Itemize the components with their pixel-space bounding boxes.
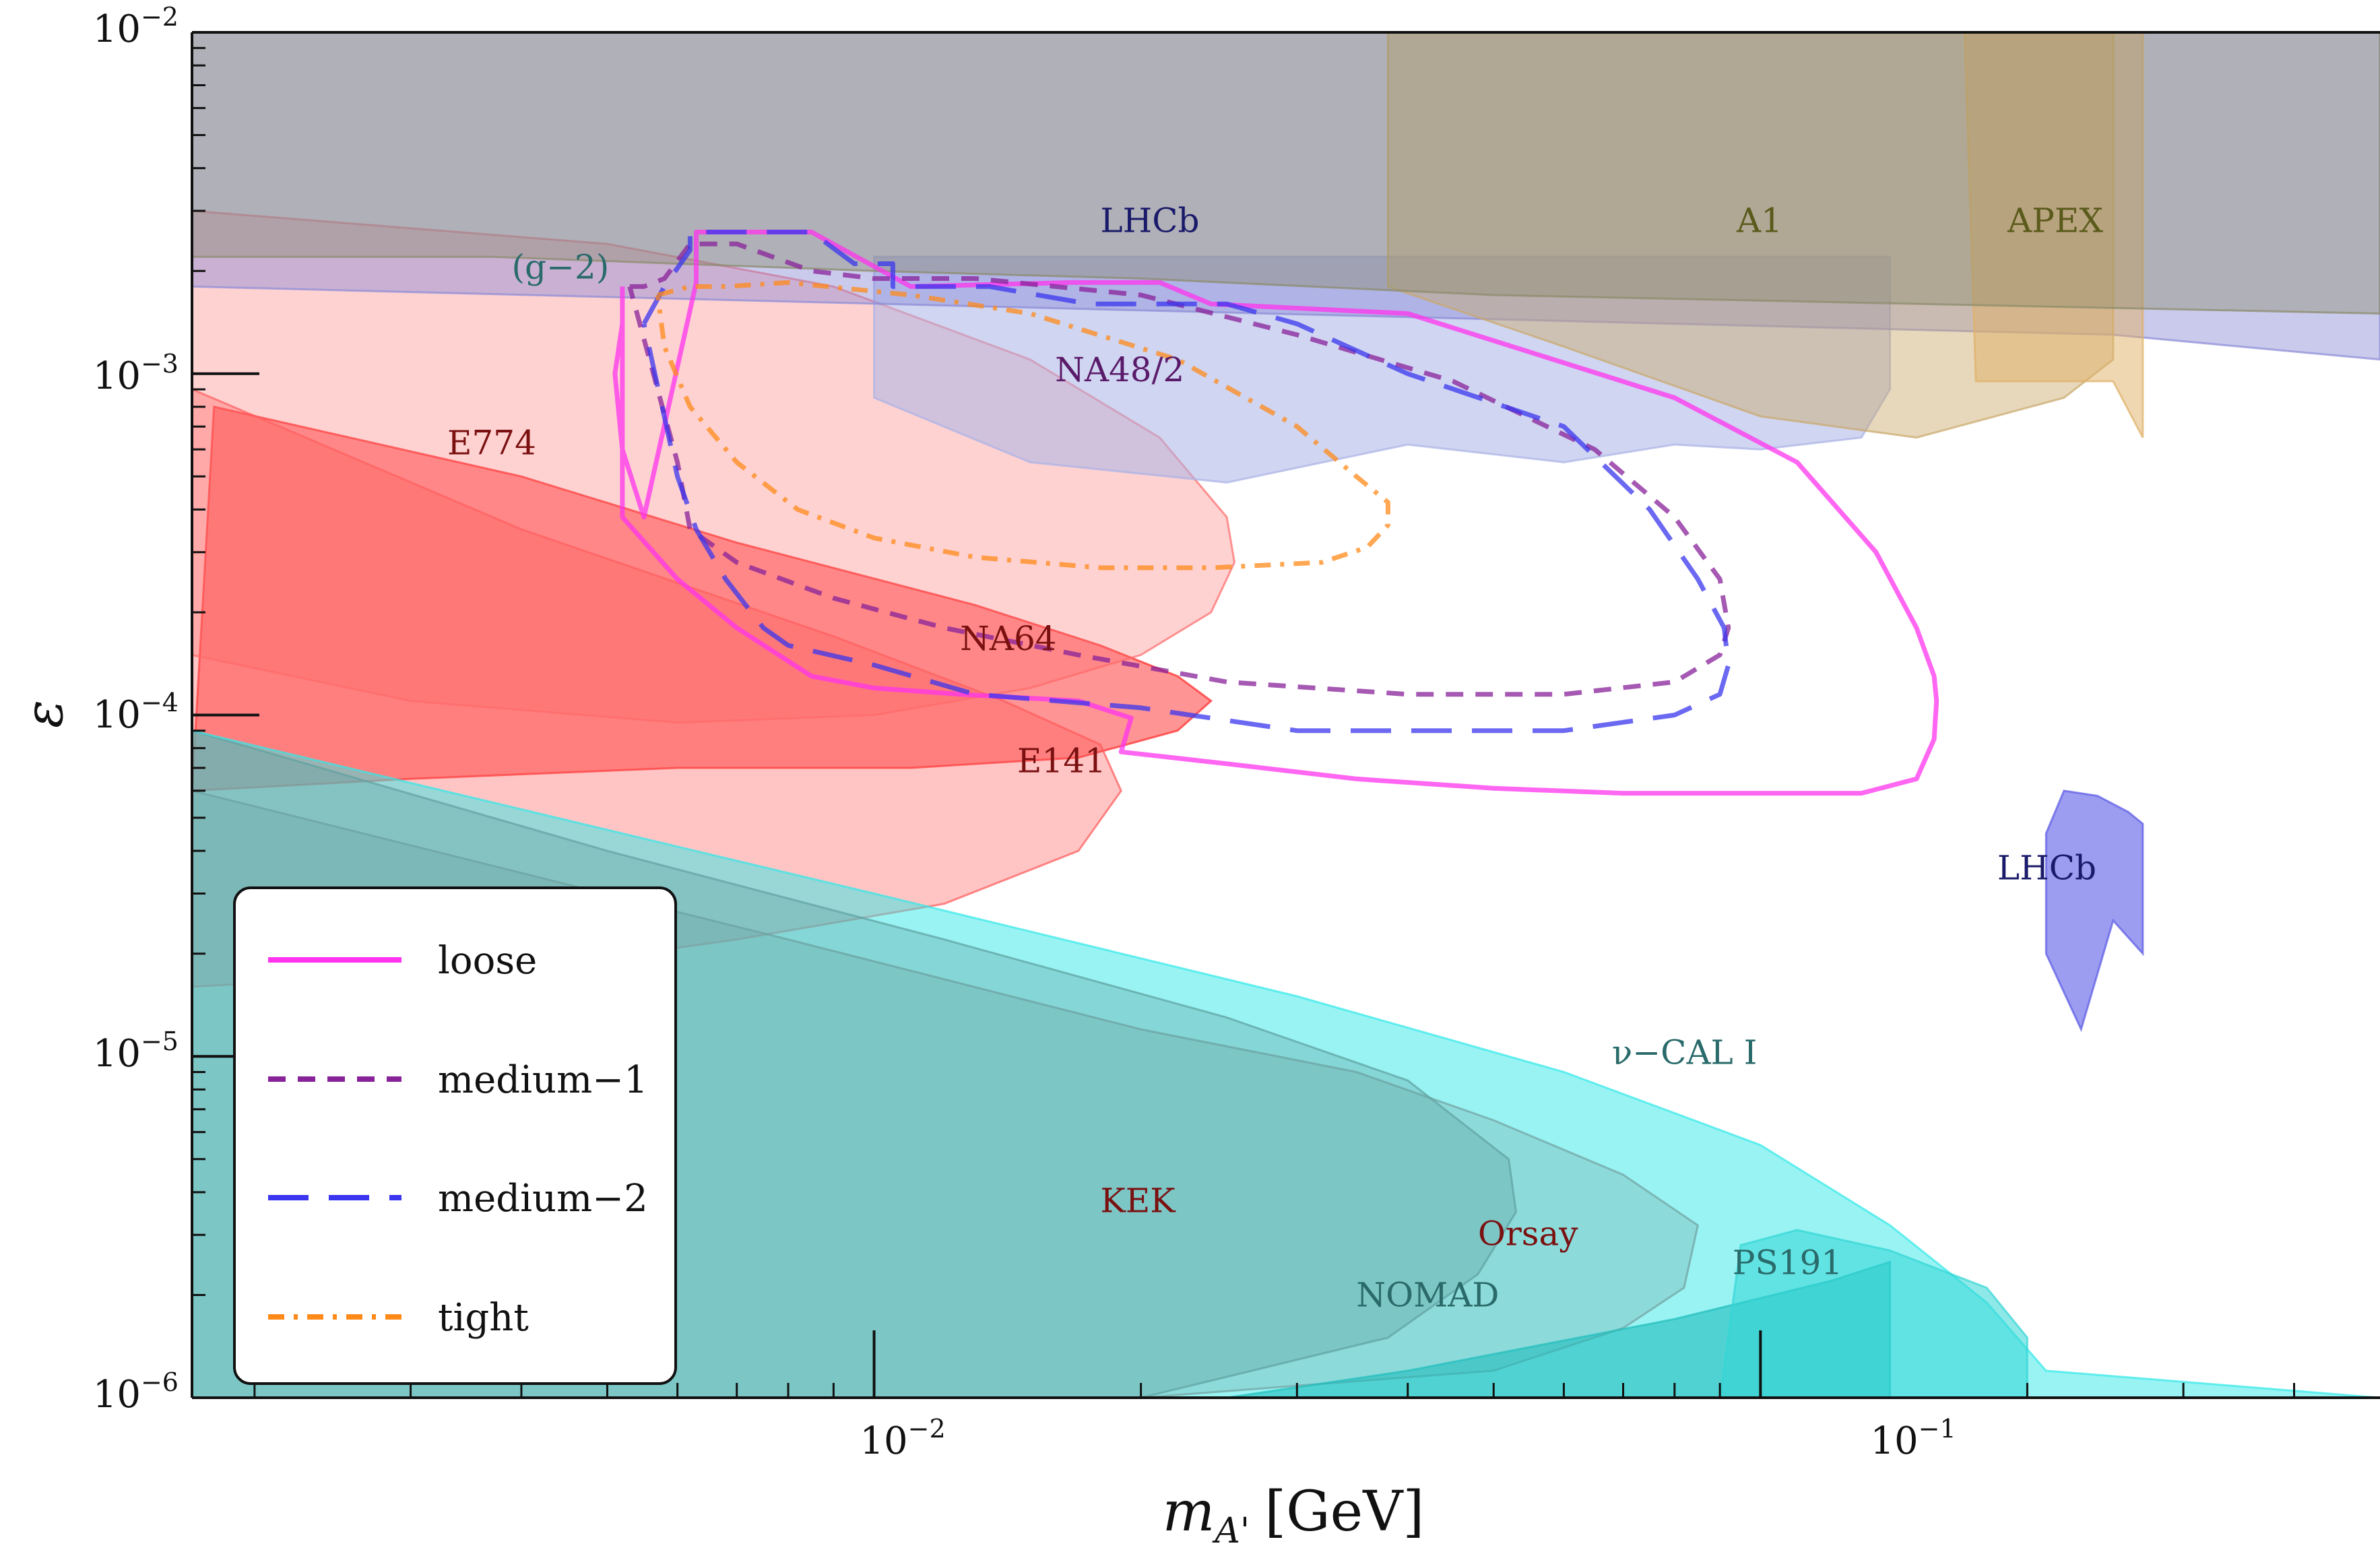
- legend-label-tight: tight: [438, 1296, 529, 1340]
- region-label-lhcb-13: LHCb: [1997, 849, 2096, 888]
- contour-medium-1: [627, 241, 1731, 697]
- legend-label-medium-2: medium−2: [438, 1177, 648, 1221]
- region-label-g-2-12: (g−2): [512, 248, 610, 287]
- x-tick-label-1: 10−2: [860, 1414, 945, 1463]
- legend-label-medium-1: medium−1: [438, 1058, 648, 1102]
- region-apex-11: [1963, 32, 2144, 439]
- region-label-a1-10: A1: [1736, 201, 1782, 240]
- region-label-nomad-6: NOMAD: [1356, 1276, 1499, 1315]
- contour-loose: [612, 230, 1939, 796]
- contour-medium-2: [641, 230, 1731, 734]
- y-tick-label-4: 10−5: [93, 1027, 179, 1076]
- region-lhcb-13: [2045, 789, 2144, 1033]
- contour-tight: [655, 280, 1390, 571]
- region-label-na48-2-8: NA48/2: [1055, 350, 1184, 389]
- region-label-na64-2: NA64: [960, 619, 1056, 658]
- sensitivity-contours: [612, 230, 1939, 796]
- region-label-e774-0: E774: [447, 424, 536, 463]
- legend-box: [233, 886, 677, 1385]
- region-label-e141-1: E141: [1017, 741, 1106, 780]
- region-na48-2-8: [873, 255, 1892, 484]
- y-axis-title: ε: [14, 700, 75, 728]
- legend: loose medium−1 medium−2 tight: [233, 886, 677, 1385]
- x-axis-title: mA' [GeV]: [1163, 1480, 1425, 1551]
- legend-label-loose: loose: [438, 939, 537, 983]
- y-tick-label-1: 10−2: [93, 2, 179, 51]
- region-a1-10: [1386, 32, 2115, 439]
- region-cal-i-5: [192, 730, 2380, 1398]
- region-lhcb-9: [192, 32, 2380, 361]
- region-label-orsay-3: Orsay: [1478, 1214, 1578, 1253]
- x-tick-label-2: 10−1: [1870, 1414, 1956, 1463]
- region-label-lhcb-9: LHCb: [1100, 201, 1199, 240]
- region-label-apex-11: APEX: [2007, 201, 2103, 240]
- y-tick-label-5: 10−6: [93, 1367, 179, 1417]
- y-tick-label-3: 10−4: [93, 688, 179, 737]
- region-label-cal-i-5: ν−CAL I: [1612, 1033, 1758, 1072]
- y-tick-label-2: 10−3: [93, 349, 179, 398]
- region-label-ps191-7: PS191: [1733, 1243, 1842, 1283]
- region-label-kek-4: KEK: [1100, 1181, 1176, 1220]
- region-labels: E774 E141 NA64 Orsay KEK ν−CAL I NOMAD PS191 NA4…: [447, 201, 2103, 1315]
